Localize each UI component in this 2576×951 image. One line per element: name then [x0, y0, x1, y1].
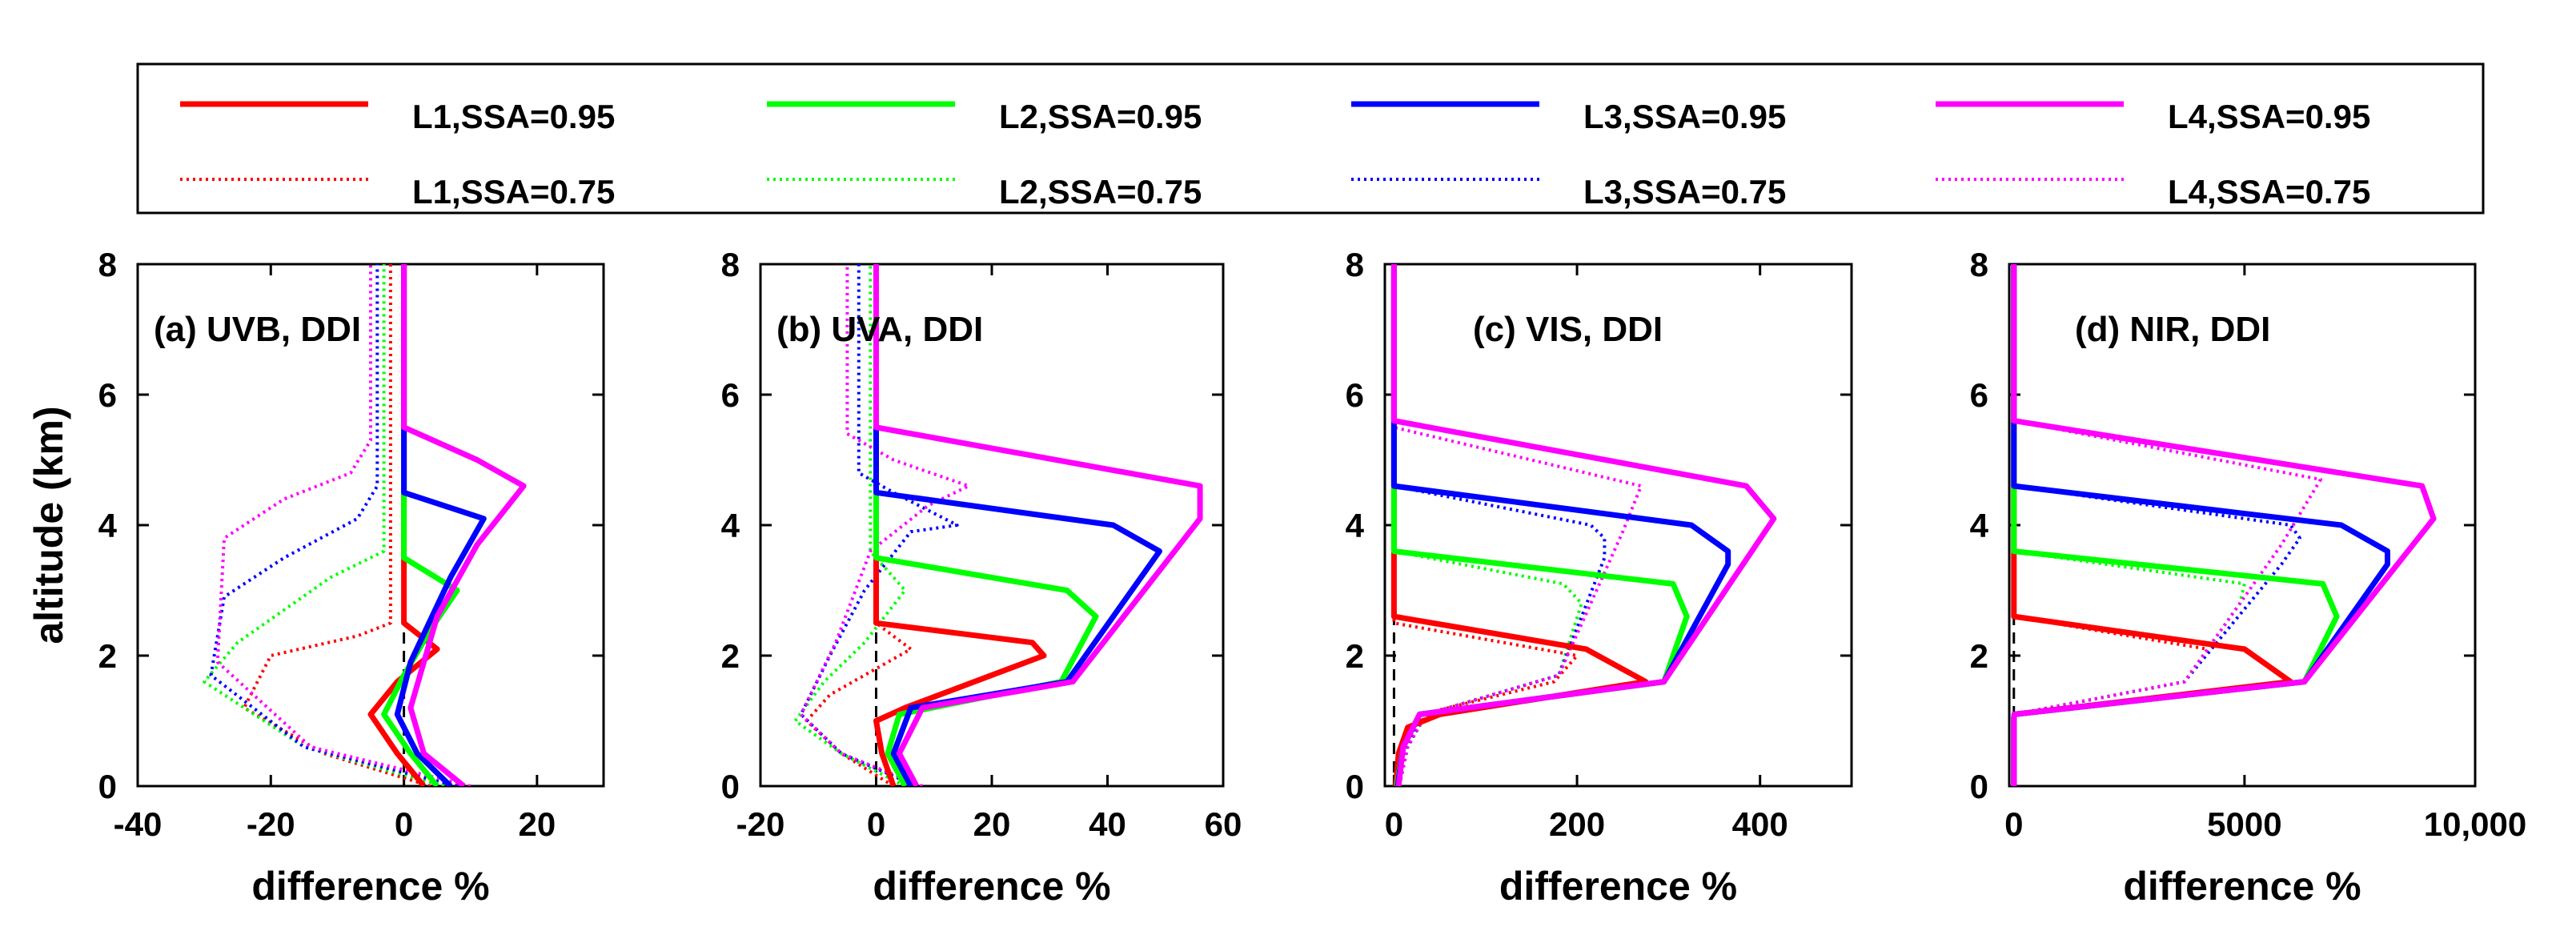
x-tick-label: 10,000: [2424, 805, 2526, 843]
y-tick-label: 2: [721, 637, 740, 675]
y-tick-label: 4: [1970, 507, 1989, 544]
series-line-l3-ssa-0-95: [873, 264, 1162, 786]
y-tick-label: 0: [98, 768, 117, 805]
x-tick-label: -20: [247, 805, 295, 843]
series-line-l2-ssa-0-95: [873, 264, 1099, 786]
legend-label: L3,SSA=0.95: [1583, 98, 1786, 135]
x-tick-label: 40: [1089, 805, 1126, 843]
legend-entry: L2,SSA=0.95: [767, 98, 1202, 135]
x-tick-label: 400: [1732, 805, 1788, 843]
x-axis-label: difference %: [1499, 864, 1737, 909]
legend-label: L4,SSA=0.75: [2168, 173, 2370, 211]
series-line-l1-ssa-0-75: [243, 264, 431, 786]
series-line-l3-ssa-0-75: [209, 264, 458, 786]
x-tick-label: 0: [1385, 805, 1403, 843]
legend-label: L4,SSA=0.95: [2168, 98, 2370, 135]
series-line-l4-ssa-0-75: [1392, 264, 1643, 786]
x-axis-label: difference %: [251, 864, 489, 909]
legend: L1,SSA=0.95 L2,SSA=0.95 L3,SSA=0.95 L4,SSA=…: [136, 62, 2485, 215]
series-line-l4-ssa-0-95: [2011, 264, 2437, 786]
series-line-l4-ssa-0-75: [215, 264, 471, 786]
series-line-l2-ssa-0-75: [203, 264, 445, 786]
x-tick-label: 60: [1205, 805, 1242, 843]
legend-entry: L4,SSA=0.75: [1936, 173, 2370, 211]
series-line-l4-ssa-0-75: [799, 264, 971, 786]
y-tick-label: 8: [1346, 246, 1364, 283]
series-line-l1-ssa-0-95: [873, 264, 1047, 786]
chart-panel-3: 0 5000 10,000 0 2 4 6 8 (d) NIR, DDI difference %: [1970, 246, 2527, 909]
y-tick-label: 6: [98, 376, 117, 414]
y-tick-label: 6: [1346, 376, 1364, 414]
legend-entry: L1,SSA=0.75: [180, 173, 615, 211]
x-tick-label: 20: [973, 805, 1011, 843]
legend-box: [136, 62, 2485, 215]
series-line-l4-ssa-0-95: [401, 264, 527, 786]
series-group: [2011, 264, 2437, 786]
y-tick-label: 4: [1346, 507, 1365, 544]
panel-title: (d) NIR, DDI: [2075, 310, 2270, 349]
legend-entry: L3,SSA=0.95: [1351, 98, 1786, 135]
x-tick-label: 0: [867, 805, 885, 843]
series-line-l2-ssa-0-75: [793, 264, 907, 786]
y-tick-label: 6: [721, 376, 740, 414]
series-group: [793, 264, 1203, 786]
legend-entry: L4,SSA=0.95: [1936, 98, 2370, 135]
series-line-l4-ssa-0-95: [873, 264, 1203, 786]
y-tick-label: 8: [98, 246, 117, 283]
panel-title: (b) UVA, DDI: [776, 310, 983, 349]
series-group: [203, 264, 527, 786]
y-tick-label: 0: [1970, 768, 1988, 805]
legend-entry: L2,SSA=0.75: [767, 173, 1202, 211]
legend-entry: L3,SSA=0.75: [1351, 173, 1786, 211]
legend-label: L2,SSA=0.95: [999, 98, 1202, 135]
chart-panel-2: 0 200 400 0 2 4 6 8 (c) VIS, DDI difference %: [1346, 246, 1853, 909]
series-line-l1-ssa-0-95: [367, 264, 440, 786]
series-line-l3-ssa-0-75: [2012, 264, 2301, 786]
y-tick-label: 4: [721, 507, 740, 544]
y-tick-label: 0: [1346, 768, 1364, 805]
legend-label: L2,SSA=0.75: [999, 173, 1202, 211]
y-axis-label: altitude (km): [26, 406, 71, 644]
panel-title: (c) VIS, DDI: [1473, 310, 1663, 349]
series-line-l3-ssa-0-95: [394, 264, 487, 786]
x-tick-label: -20: [736, 805, 785, 843]
x-tick-label: 200: [1549, 805, 1605, 843]
series-group: [1390, 264, 1777, 786]
x-axis-label: difference %: [873, 864, 1110, 909]
legend-label: L3,SSA=0.75: [1583, 173, 1786, 211]
y-tick-label: 8: [721, 246, 740, 283]
x-tick-label: 5000: [2207, 805, 2281, 843]
x-tick-label: 20: [518, 805, 556, 843]
series-line-l4-ssa-0-95: [1390, 264, 1777, 786]
y-tick-label: 0: [721, 768, 740, 805]
x-axis-label: difference %: [2123, 864, 2361, 909]
chart-panel-0: -40 -20 0 20 0 2 4 6 8 (a) UVB, DDI difference % al…: [26, 246, 605, 909]
legend-entry: L1,SSA=0.95: [180, 98, 615, 135]
y-tick-label: 6: [1970, 376, 1988, 414]
x-tick-label: -40: [114, 805, 163, 843]
series-line-l2-ssa-0-95: [381, 264, 460, 786]
y-tick-label: 4: [98, 507, 118, 544]
x-tick-label: 0: [2004, 805, 2023, 843]
y-tick-label: 2: [1346, 637, 1364, 675]
y-tick-label: 2: [98, 637, 117, 675]
panel-title: (a) UVB, DDI: [154, 310, 361, 349]
y-tick-label: 8: [1970, 246, 1988, 283]
legend-label: L1,SSA=0.95: [412, 98, 615, 135]
y-tick-label: 2: [1970, 637, 1988, 675]
x-tick-label: 0: [395, 805, 413, 843]
legend-label: L1,SSA=0.75: [412, 173, 615, 211]
